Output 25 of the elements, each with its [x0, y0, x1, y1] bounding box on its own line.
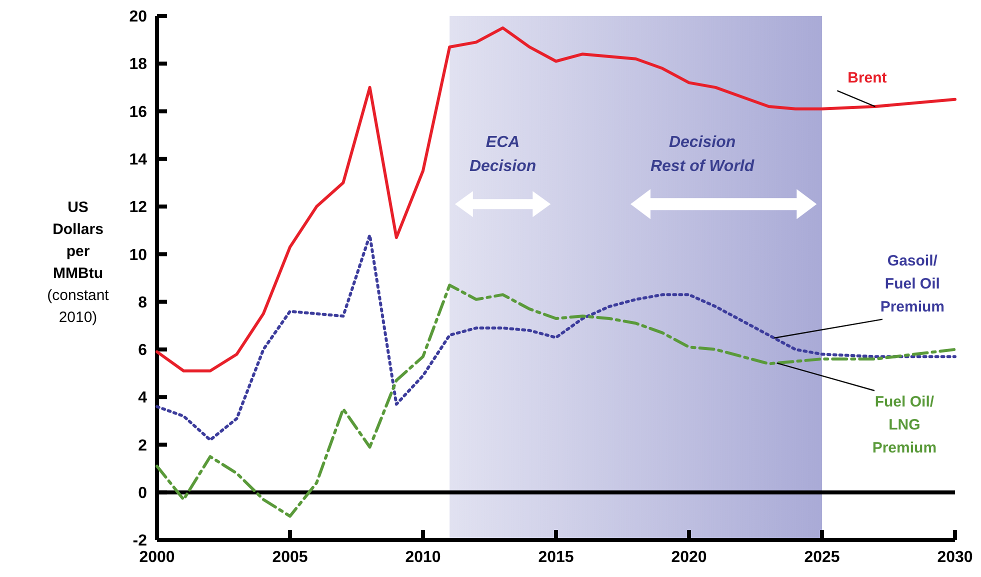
y-tick-label: 20	[129, 8, 148, 26]
y-axis-title: US Dollars per MMBtu (constant 2010)	[47, 199, 110, 326]
y-tick-label: 2	[138, 437, 148, 454]
x-tick-label: 2015	[538, 549, 574, 566]
x-tick-label: 2000	[139, 549, 175, 566]
y-tick-label: 18	[129, 56, 148, 74]
x-tick-label: 2005	[272, 549, 308, 566]
x-tick-label: 2010	[405, 549, 441, 566]
x-tick-label: 2030	[937, 549, 973, 566]
y-tick-label: 12	[129, 199, 148, 216]
y-tick-label: 4	[138, 390, 148, 407]
y-tick-label: -2	[132, 532, 148, 550]
x-tick-label: 2020	[671, 549, 707, 566]
y-tick-label: 14	[129, 152, 148, 169]
annotation: Decision Rest of World	[650, 134, 756, 175]
y-tick-label: 6	[138, 342, 148, 360]
text: Gasoil/Fuel Oil Premium	[880, 252, 945, 316]
y-tick-label: 16	[129, 104, 148, 121]
x-tick-label: 2025	[804, 549, 840, 566]
series-label: Brent	[848, 70, 887, 87]
y-tick-label: 0	[138, 484, 148, 502]
y-tick-label: 8	[138, 294, 148, 312]
annotation: ECA Decision	[469, 134, 536, 175]
text: Fuel Oil/LNG Premium	[872, 394, 937, 457]
y-tick-label: 10	[129, 246, 148, 264]
